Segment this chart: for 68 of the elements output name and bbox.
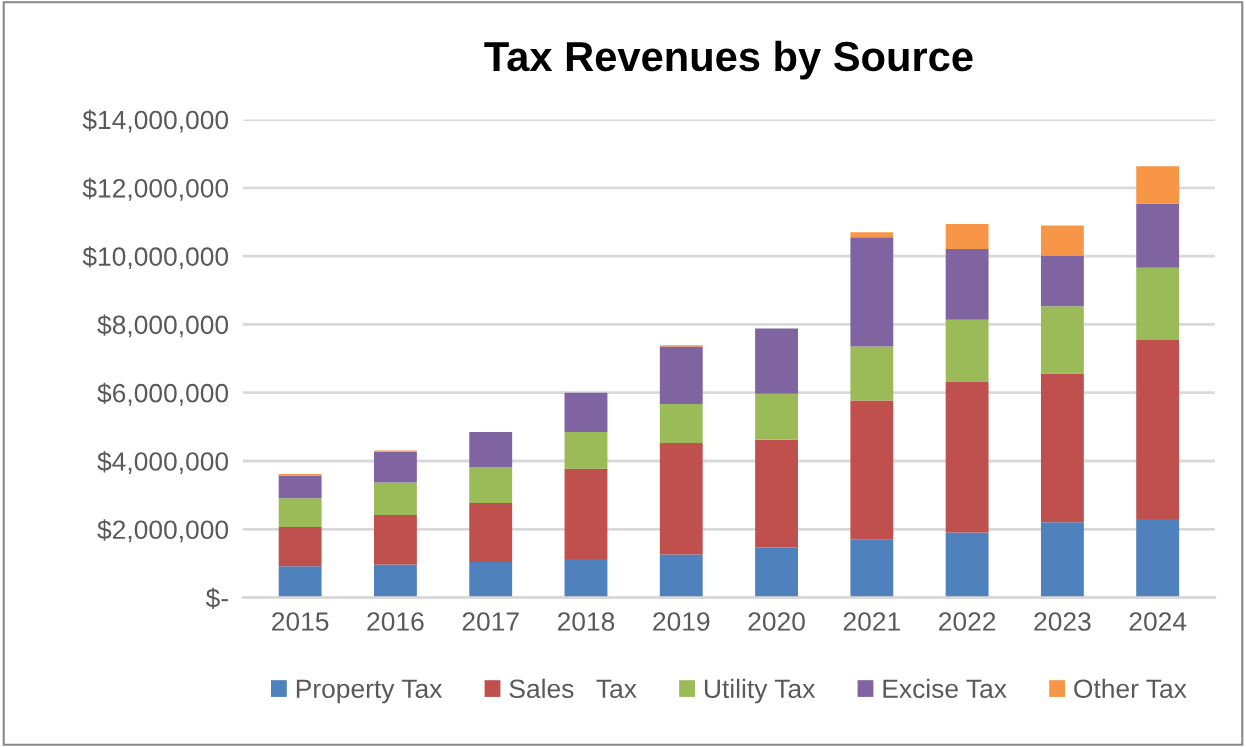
bar bbox=[373, 564, 417, 598]
bar bbox=[373, 514, 417, 565]
bar bbox=[850, 539, 894, 598]
bar bbox=[755, 393, 798, 440]
bar bbox=[469, 562, 513, 598]
legend-label: Property Tax bbox=[296, 679, 443, 704]
bar bbox=[1136, 340, 1180, 520]
bar bbox=[373, 451, 417, 483]
bar bbox=[945, 382, 989, 533]
bar bbox=[278, 475, 322, 499]
bar bbox=[1040, 373, 1084, 523]
bar bbox=[659, 442, 703, 555]
legend-label: Utility Tax bbox=[704, 678, 816, 704]
bar bbox=[945, 532, 989, 598]
x-tick-label: 2021 bbox=[843, 612, 900, 631]
x-tick-label: 2024 bbox=[1129, 612, 1187, 631]
x-tick-label: 2016 bbox=[367, 612, 424, 631]
bar bbox=[945, 224, 989, 249]
bar bbox=[1040, 255, 1084, 307]
bar bbox=[564, 468, 608, 560]
bar bbox=[278, 526, 322, 567]
bar bbox=[469, 431, 513, 468]
y-tick-label: $6,000,000 bbox=[97, 382, 229, 406]
y-tick-label: $2,000,000 bbox=[97, 519, 229, 543]
x-tick-label: 2020 bbox=[748, 612, 805, 631]
bar bbox=[1040, 225, 1084, 256]
bar bbox=[755, 328, 798, 394]
x-tick-label: 2022 bbox=[939, 612, 996, 631]
x-tick-label: 2019 bbox=[653, 612, 710, 631]
x-tick-label: 2023 bbox=[1034, 612, 1091, 631]
legend-label: Other Tax bbox=[1074, 678, 1187, 699]
bar bbox=[278, 498, 322, 527]
bar bbox=[659, 554, 703, 598]
legend-label: Excise Tax bbox=[883, 678, 1007, 699]
legend-label: Sales Tax bbox=[509, 678, 637, 699]
y-tick-label: $10,000,000 bbox=[82, 246, 229, 270]
bar bbox=[1136, 519, 1180, 598]
bar bbox=[564, 559, 608, 598]
bar bbox=[1136, 166, 1180, 204]
bar bbox=[755, 439, 798, 548]
y-tick-label: $14,000,000 bbox=[82, 109, 229, 133]
bar bbox=[1136, 267, 1180, 341]
x-tick-label: 2015 bbox=[272, 612, 329, 631]
bar bbox=[945, 319, 989, 383]
x-tick-label: 2017 bbox=[462, 612, 519, 631]
bar bbox=[278, 566, 322, 598]
bar bbox=[469, 467, 513, 504]
bar bbox=[564, 431, 608, 469]
bar bbox=[564, 392, 608, 432]
bar bbox=[850, 237, 894, 347]
bar bbox=[469, 503, 513, 563]
y-tick-label: $8,000,000 bbox=[97, 314, 229, 338]
bar bbox=[659, 346, 703, 404]
bar bbox=[1040, 522, 1084, 598]
x-tick-label: 2018 bbox=[557, 612, 615, 631]
bar bbox=[659, 403, 703, 443]
bar bbox=[755, 547, 798, 598]
bar bbox=[373, 482, 417, 515]
y-tick-label: $4,000,000 bbox=[97, 451, 229, 474]
y-tick-label: $12,000,000 bbox=[82, 177, 229, 201]
bar bbox=[850, 346, 894, 401]
bar bbox=[850, 232, 894, 238]
bar bbox=[850, 400, 894, 540]
bar bbox=[945, 248, 989, 320]
bar bbox=[1040, 306, 1084, 374]
y-tick-label: $- bbox=[205, 587, 228, 609]
chart-title: Tax Revenues by Source bbox=[484, 40, 973, 80]
bar bbox=[1136, 203, 1180, 268]
